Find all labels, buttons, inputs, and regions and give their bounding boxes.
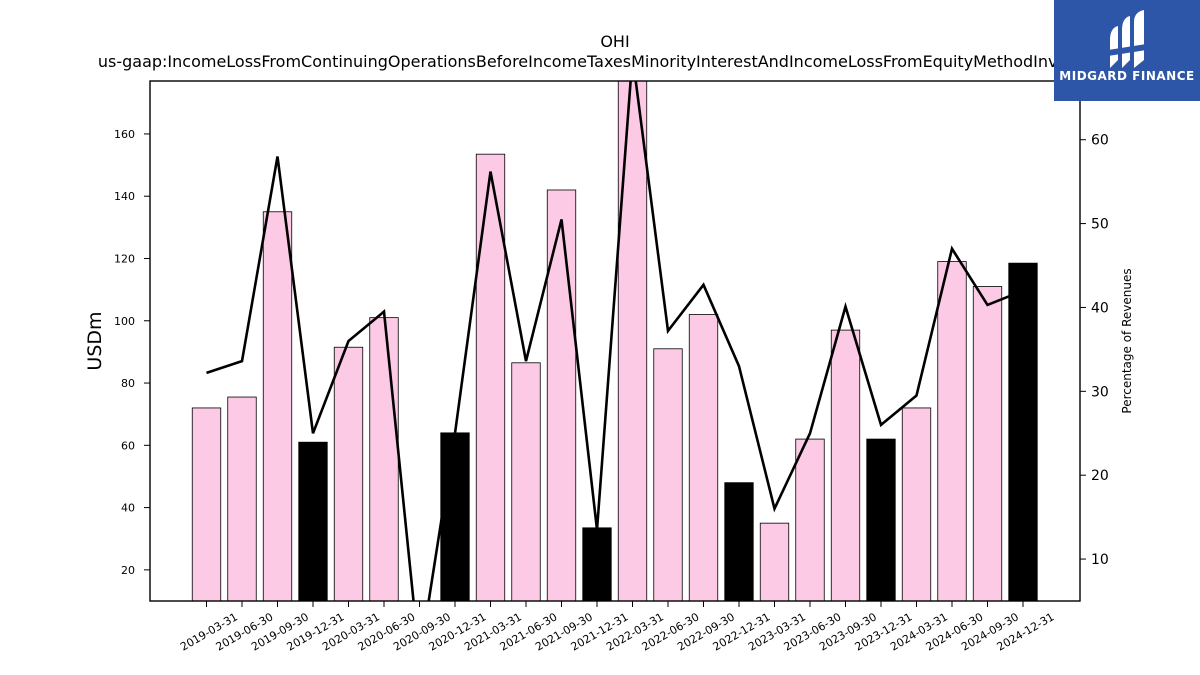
bar bbox=[795, 438, 825, 601]
bar bbox=[582, 527, 612, 601]
y2-tick-label: 60 bbox=[1091, 133, 1109, 149]
y2-tick-label: 50 bbox=[1091, 217, 1109, 233]
series-line bbox=[206, 81, 1024, 601]
bar bbox=[653, 348, 683, 601]
y-tick-label: 140 bbox=[114, 190, 135, 203]
bar bbox=[369, 317, 399, 601]
y-tick-label: 40 bbox=[121, 502, 135, 515]
y2-tick-label: 20 bbox=[1091, 468, 1109, 484]
chart-subtitle: us-gaap:IncomeLossFromContinuingOperatio… bbox=[97, 52, 1133, 71]
bar bbox=[1008, 262, 1038, 601]
plot-frame bbox=[149, 80, 1081, 602]
bar bbox=[866, 438, 896, 601]
bar bbox=[191, 407, 222, 601]
y-tick-label: 80 bbox=[121, 377, 135, 390]
y2-tick-label: 10 bbox=[1091, 552, 1109, 568]
bar bbox=[617, 81, 648, 601]
bar bbox=[546, 189, 577, 601]
y-tick-label: 120 bbox=[114, 252, 135, 265]
y-tick-label: 60 bbox=[121, 439, 135, 452]
logo-text: MIDGARD FINANCE bbox=[1059, 69, 1195, 83]
y-tick-label: 20 bbox=[121, 564, 135, 577]
bar bbox=[759, 522, 790, 601]
bar bbox=[227, 396, 257, 601]
bar bbox=[901, 407, 932, 601]
bar bbox=[511, 362, 541, 601]
y2-axis-label: Percentage of Revenues bbox=[1120, 268, 1134, 413]
bar bbox=[830, 329, 861, 601]
y2-tick-label: 40 bbox=[1091, 300, 1109, 316]
bar bbox=[724, 482, 754, 601]
y-axis-label: USDm bbox=[84, 311, 106, 370]
y-tick-label: 160 bbox=[114, 128, 135, 141]
y2-tick-label: 30 bbox=[1091, 384, 1109, 400]
chart-title: OHI bbox=[600, 32, 630, 51]
y-tick-label: 100 bbox=[114, 315, 135, 328]
bar bbox=[298, 441, 328, 601]
bar bbox=[688, 314, 719, 601]
bar bbox=[972, 286, 1003, 601]
plot-area bbox=[191, 81, 1038, 601]
midgard-logo-icon bbox=[1108, 10, 1146, 68]
bar bbox=[262, 211, 293, 601]
bar bbox=[333, 346, 364, 601]
bar bbox=[440, 432, 470, 601]
brand-logo: MIDGARD FINANCE bbox=[1054, 0, 1200, 101]
bar bbox=[937, 261, 967, 601]
